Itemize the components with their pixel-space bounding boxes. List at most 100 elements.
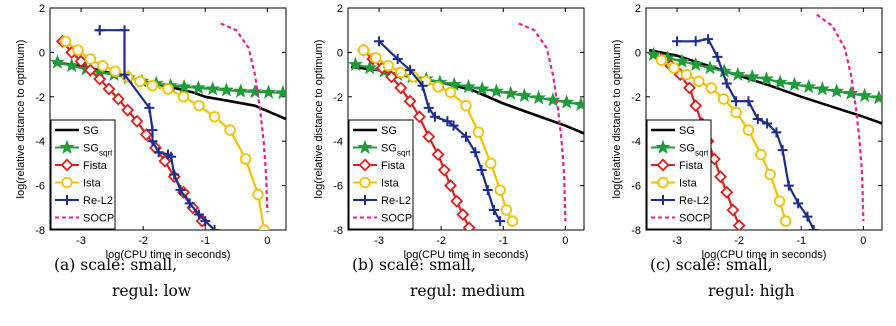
y-tick-label: 0 xyxy=(337,47,343,59)
series-sg-sqrt-marker-9 xyxy=(772,74,788,89)
legend-label: SG xyxy=(679,125,695,137)
caption-line-2: regul: medium xyxy=(410,282,525,300)
caption-line-1: (a) scale: small, xyxy=(54,256,177,274)
series-sg-sqrt-marker-14 xyxy=(545,92,561,107)
legend-label: Ista xyxy=(83,178,102,190)
series-sg-sqrt-marker-13 xyxy=(829,83,845,98)
legend-label: Ista xyxy=(381,178,400,190)
series-rel2-marker-11 xyxy=(783,180,794,191)
y-tick-label: -6 xyxy=(35,181,45,193)
series-sg-sqrt-marker-15 xyxy=(261,84,277,99)
legend-label: SOCP xyxy=(679,213,710,225)
series-fista-marker-7 xyxy=(121,103,135,117)
series-rel2-marker-11 xyxy=(175,185,186,196)
x-tick-label: -2 xyxy=(436,235,446,247)
series-ista-line xyxy=(64,40,266,230)
series-ista-marker-8 xyxy=(162,83,174,95)
x-axis-label: log(CPU time in seconds) xyxy=(106,249,231,261)
x-tick-label: -3 xyxy=(672,235,682,247)
series-ista-marker-9 xyxy=(472,126,485,139)
x-tick-label: 0 xyxy=(860,235,866,247)
series-rel2-marker-0 xyxy=(374,36,385,47)
y-axis-label: log(relative distance to optimum) xyxy=(313,40,325,199)
series-ista-marker-1 xyxy=(72,44,84,56)
series-sg-sqrt-marker-9 xyxy=(176,78,192,94)
series-rel2-marker-10 xyxy=(777,145,788,156)
series-sg-sqrt-marker-3 xyxy=(688,56,704,72)
plot-area xyxy=(348,22,584,230)
legend-label-subscript: sqrt xyxy=(695,149,709,158)
series-ista-marker-1 xyxy=(668,62,680,74)
y-tick-label: -2 xyxy=(35,92,45,104)
legend-marker-0 xyxy=(655,139,671,154)
series-fista-marker-4 xyxy=(689,99,703,113)
series-ista xyxy=(357,44,519,227)
series-rel2-marker-8 xyxy=(461,131,471,142)
series-fista-marker-10 xyxy=(444,179,457,193)
series-socp-line xyxy=(816,13,865,222)
series-ista-marker-3 xyxy=(97,60,109,72)
series-rel2-marker-0 xyxy=(672,36,683,47)
y-axis-label: log(relative distance to optimum) xyxy=(15,40,27,199)
series-rel2-marker-10 xyxy=(169,169,180,180)
series-sg-sqrt-marker-2 xyxy=(674,53,690,68)
series-sg-sqrt-marker-16 xyxy=(871,90,882,105)
series-rel2-marker-7 xyxy=(153,147,164,158)
series-fista-marker-4 xyxy=(394,81,408,95)
series-rel2 xyxy=(94,25,220,230)
y-tick-label: -6 xyxy=(333,181,343,193)
legend-box xyxy=(348,119,414,230)
legend-label: SG xyxy=(381,143,397,155)
series-ista-marker-0 xyxy=(655,54,668,66)
series-ista-marker-2 xyxy=(382,60,395,72)
series-rel2-line xyxy=(378,40,502,222)
y-tick-label: -4 xyxy=(35,136,45,148)
caption-line-2: regul: low xyxy=(112,282,192,300)
legend-label: Re-L2 xyxy=(679,195,709,207)
x-axis-label: log(CPU time in seconds) xyxy=(702,249,827,261)
y-tick-label: -6 xyxy=(631,181,641,193)
series-rel2-marker-5 xyxy=(429,111,440,122)
y-axis-label: log(relative distance to optimum) xyxy=(611,40,623,199)
legend-label: SOCP xyxy=(83,213,114,225)
x-tick-label: -1 xyxy=(796,235,806,247)
series-ista-marker-11 xyxy=(780,215,792,227)
series-sg-sqrt-marker-8 xyxy=(460,78,476,94)
series-ista-marker-2 xyxy=(680,68,693,81)
legend-marker-0 xyxy=(658,195,668,205)
series-fista-marker-9 xyxy=(139,128,153,142)
series-sg-sqrt-marker-10 xyxy=(190,80,206,95)
legend-marker-0 xyxy=(62,195,72,205)
series-fista-marker-6 xyxy=(412,110,426,124)
series-rel2-marker-1 xyxy=(94,25,105,36)
series-sg-sqrt-marker-1 xyxy=(362,60,378,75)
series-sg-sqrt-marker-11 xyxy=(205,81,221,96)
chart-panel-2: -3 -2 -1 0 2 0 -2 -4 -6 -8 log(CPU time in seconds… xyxy=(313,3,585,300)
series-sg-sqrt-marker-16 xyxy=(275,84,286,100)
series-sg-sqrt-marker-0 xyxy=(646,46,661,62)
series-rel2-marker-3 xyxy=(712,51,723,62)
series-sg-sqrt-marker-12 xyxy=(218,82,234,97)
legend-label-subscript: sqrt xyxy=(99,149,113,158)
legend-marker-0 xyxy=(59,139,75,154)
series-ista-marker-10 xyxy=(485,157,497,170)
series-fista-marker-8 xyxy=(714,170,727,184)
series-ista-marker-10 xyxy=(193,99,205,112)
series-ista-marker-11 xyxy=(494,184,506,196)
series-sg-sqrt-marker-7 xyxy=(744,68,760,84)
series-sg-sqrt-marker-9 xyxy=(474,81,490,96)
series-rel2-marker-2 xyxy=(119,25,130,36)
legend-marker-0 xyxy=(359,176,371,189)
series-socp xyxy=(816,13,865,222)
series-sg-sqrt-marker-0 xyxy=(348,56,363,72)
legend-marker-0 xyxy=(657,176,669,189)
series-rel2-marker-6 xyxy=(442,116,453,127)
series-rel2-marker-5 xyxy=(147,125,158,136)
series-sg-sqrt-marker-6 xyxy=(730,66,746,82)
series-rel2-marker-13 xyxy=(194,209,205,220)
series-sg-sqrt-marker-10 xyxy=(488,83,504,98)
series-rel2-marker-13 xyxy=(495,216,506,227)
series-rel2-marker-15 xyxy=(209,225,220,230)
legend-label: SG xyxy=(381,125,397,137)
